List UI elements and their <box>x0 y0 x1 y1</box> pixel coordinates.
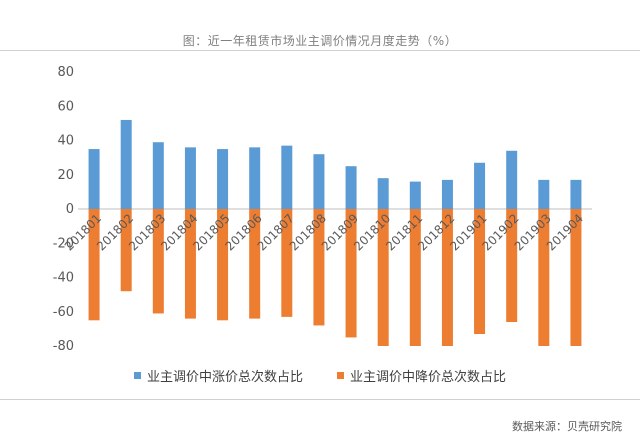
bar-down <box>506 209 518 323</box>
bar-down <box>217 209 229 321</box>
y-tick-label: -20 <box>53 236 74 251</box>
bar-up <box>538 179 550 209</box>
bar-down <box>441 209 453 346</box>
bar-down <box>377 209 389 346</box>
source-note: 数据来源：贝壳研究院 <box>512 420 622 433</box>
y-tick-label: 40 <box>57 134 74 149</box>
bar-up <box>345 166 357 209</box>
bar-down <box>409 209 421 346</box>
legend-swatch-up <box>133 372 141 379</box>
legend-swatch-down <box>337 372 344 379</box>
y-tick-label: 60 <box>57 99 74 114</box>
bar-up <box>313 154 325 209</box>
bar-up <box>409 181 421 209</box>
bar-up <box>474 162 486 209</box>
bar-up <box>88 149 100 209</box>
bar-up <box>570 179 582 209</box>
y-tick-label: -40 <box>53 271 74 286</box>
top-divider <box>0 50 640 51</box>
bottom-divider <box>0 399 640 400</box>
bar-up <box>441 179 453 209</box>
y-tick-label: -80 <box>53 339 74 354</box>
chart-title: 图：近一年租赁市场业主调价情况月度走势（%） <box>182 34 458 48</box>
bar-down <box>184 209 196 319</box>
bar-down <box>152 209 164 314</box>
y-tick-label: 80 <box>57 65 74 80</box>
y-tick-label: -60 <box>53 305 74 320</box>
legend-label-down: 业主调价中降价总次数占比 <box>350 370 507 385</box>
y-tick-label: 20 <box>57 168 74 183</box>
bar-up <box>120 119 132 209</box>
y-tick-label: 0 <box>66 202 74 217</box>
bar-up <box>217 149 229 209</box>
bar-down <box>249 209 261 319</box>
bar-down <box>345 209 357 338</box>
legend-item-down: 业主调价中降价总次数占比 <box>337 366 506 385</box>
bar-down <box>88 209 100 321</box>
chart-legend: 业主调价中涨价总次数占比 业主调价中降价总次数占比 <box>0 366 640 385</box>
bar-up <box>281 145 293 209</box>
bar-up <box>506 150 518 209</box>
bar-down <box>570 209 582 346</box>
bar-up <box>377 178 389 209</box>
bar-up <box>184 147 196 209</box>
legend-item-up: 业主调价中涨价总次数占比 <box>133 366 303 385</box>
bar-down <box>281 209 293 317</box>
bar-down <box>474 209 486 335</box>
bar-down <box>313 209 325 326</box>
bar-up <box>152 142 164 209</box>
bar-down <box>538 209 550 346</box>
bar-up <box>249 147 261 209</box>
bar-down <box>120 209 132 292</box>
legend-label-up: 业主调价中涨价总次数占比 <box>146 370 303 385</box>
